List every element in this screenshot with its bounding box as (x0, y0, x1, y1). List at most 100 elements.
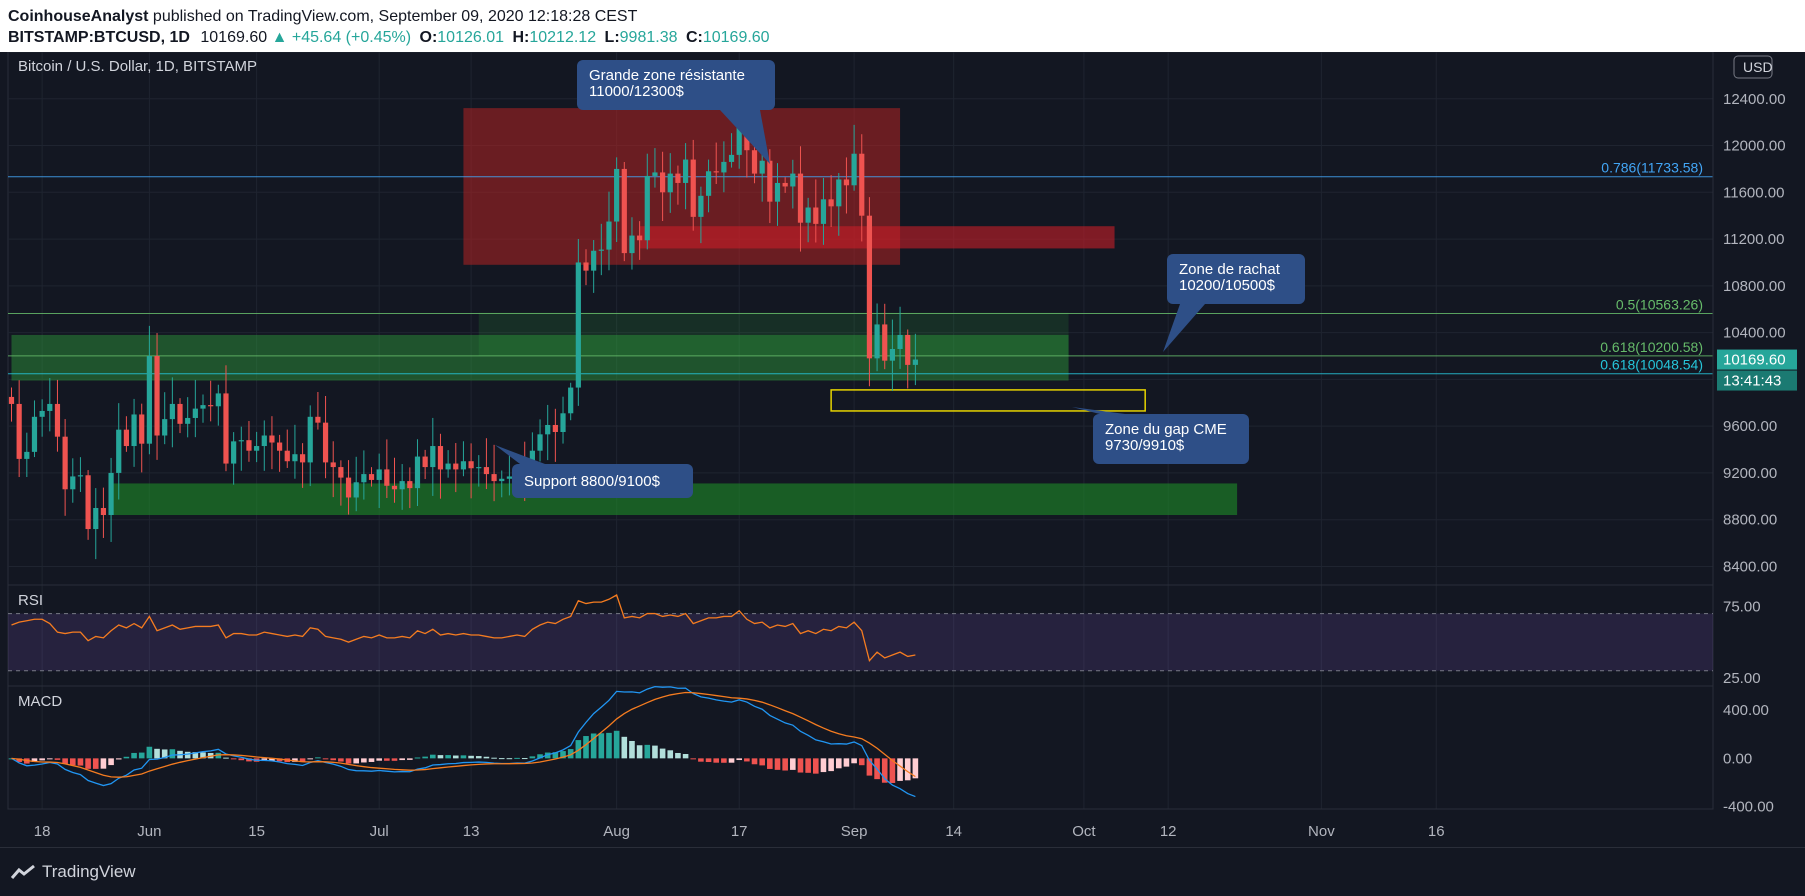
candle (644, 175, 650, 241)
macd-histogram-bar (299, 758, 306, 763)
macd-histogram-bar (506, 758, 513, 760)
macd-histogram-bar (820, 758, 827, 773)
high-value: 10212.12 (529, 29, 597, 46)
candle (177, 403, 183, 424)
macd-histogram-bar (246, 758, 252, 762)
rsi-band (8, 613, 1713, 671)
macd-histogram-bar (430, 754, 436, 759)
candle (889, 348, 895, 361)
macd-histogram-bar (215, 752, 222, 759)
macd-histogram-bar (422, 756, 428, 759)
candle (54, 403, 61, 437)
candle (70, 476, 76, 490)
rsi-tick-label: 25.00 (1723, 670, 1761, 687)
macd-histogram-bar (544, 752, 551, 759)
candle (614, 168, 620, 222)
candle (705, 171, 712, 196)
macd-histogram-bar (751, 758, 758, 765)
macd-histogram-bar (376, 758, 382, 761)
countdown-tag (1717, 370, 1797, 391)
price-change: ▲ +45.64 (+0.45%) (271, 29, 412, 46)
candle (460, 461, 467, 470)
candle (123, 429, 129, 447)
low-label: L: (604, 29, 620, 46)
macd-histogram-bar (767, 758, 773, 769)
macd-histogram-bar (115, 758, 122, 760)
high-label: H: (512, 29, 530, 46)
candle (414, 456, 421, 489)
macd-histogram-bar (85, 758, 91, 769)
macd-histogram-bar (759, 758, 765, 766)
candle (223, 393, 229, 464)
macd-histogram-bar (322, 758, 329, 760)
macd-histogram-bar (912, 758, 919, 779)
candle (284, 450, 290, 462)
macd-line (11, 685, 916, 798)
macd-histogram-bar (567, 749, 574, 759)
price-tick-label: 10400.00 (1723, 325, 1786, 342)
macd-histogram-bar (613, 730, 620, 759)
candle (108, 472, 114, 516)
candle (859, 153, 865, 216)
macd-histogram-bar (414, 757, 421, 759)
macd-histogram-bar (315, 757, 321, 759)
candle (62, 436, 68, 490)
candle (246, 440, 252, 451)
annotation-pointer (495, 445, 545, 464)
macd-histogram-bar (131, 752, 137, 759)
time-tick-label: 13 (463, 823, 480, 840)
macd-histogram-bar (813, 758, 819, 774)
candle (606, 221, 612, 250)
macd-histogram-bar (897, 758, 903, 781)
candle (721, 161, 727, 173)
macd-histogram-bar (483, 756, 490, 759)
time-tick-label: 17 (731, 823, 748, 840)
candle (698, 195, 704, 217)
candle (782, 182, 788, 187)
candle (476, 467, 482, 469)
candle (598, 249, 604, 251)
candle (912, 359, 918, 365)
macd-histogram-bar (675, 752, 681, 759)
macd-histogram-bar (782, 758, 788, 771)
candle (31, 416, 38, 452)
macd-histogram-bar (606, 732, 612, 759)
macd-histogram-bar (238, 758, 245, 761)
macd-histogram-bar (698, 758, 704, 762)
candle (637, 235, 643, 241)
chart-area[interactable]: 0.786(11733.58) 0.5(10563.26) 0.618(10200.… (0, 52, 1805, 847)
tradingview-logo[interactable]: TradingView (10, 862, 136, 882)
candle (483, 467, 490, 475)
price-tick-label: 9600.00 (1723, 418, 1777, 435)
macd-histogram-bar (54, 758, 61, 760)
zone-1 (639, 226, 1115, 249)
candle (338, 467, 344, 478)
candle (85, 475, 91, 530)
macd-histogram-bar (590, 733, 597, 759)
candle (813, 207, 819, 224)
candle (774, 182, 781, 202)
macd-histogram-bar (636, 745, 643, 759)
macd-histogram-bar (161, 749, 168, 759)
candle (154, 356, 160, 436)
macd-histogram-bar (92, 758, 99, 769)
candle (200, 405, 206, 409)
macd-histogram-bar (292, 758, 298, 762)
fib-label-3: 0.618(10048.54) (1600, 357, 1703, 373)
macd-tick-label: 400.00 (1723, 702, 1769, 719)
macd-histogram-bar (452, 755, 459, 759)
currency-label: USD (1743, 59, 1773, 75)
annotation-pointer (1163, 304, 1205, 352)
macd-histogram-bar (797, 758, 804, 773)
candle (384, 469, 390, 486)
macd-histogram-bar (537, 754, 543, 759)
symbol-name: BITSTAMP:BTCUSD, 1D (8, 29, 190, 46)
candle (552, 424, 558, 432)
macd-tick-label: -400.00 (1723, 799, 1774, 816)
candle (430, 446, 436, 468)
macd-histogram-bar (498, 758, 505, 760)
macd-histogram-bar (184, 751, 191, 759)
author-name[interactable]: CoinhouseAnalyst (8, 8, 149, 25)
symbol-line: BITSTAMP:BTCUSD, 1D 10169.60 ▲ +45.64 (+… (8, 29, 770, 47)
annotation-pointer (1072, 407, 1125, 414)
